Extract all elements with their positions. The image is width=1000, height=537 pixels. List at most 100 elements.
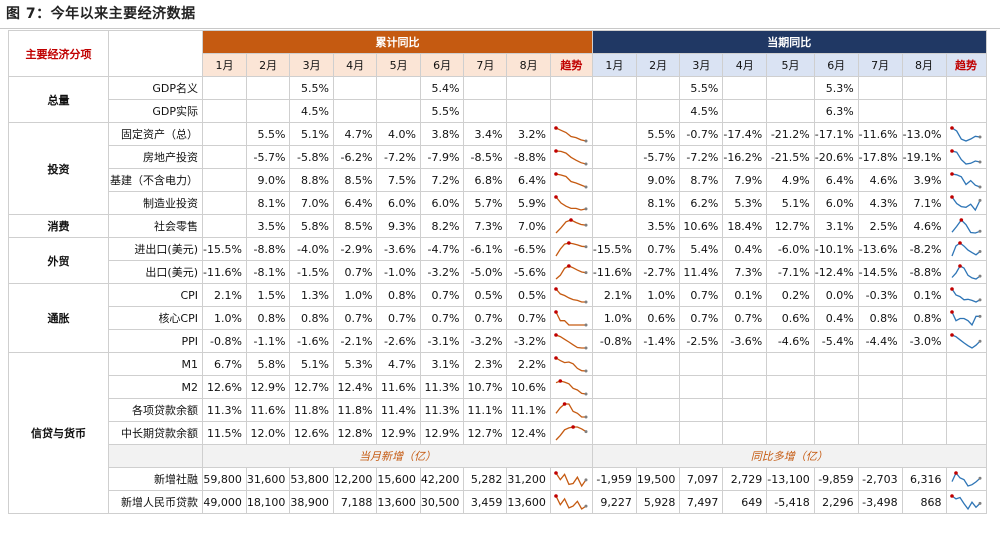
cur-value-1: 9,227 (591, 490, 637, 514)
sparkline (554, 332, 588, 349)
sparkline (555, 240, 588, 256)
cum-value-2: 5.8% (245, 352, 291, 376)
cum-value-7: 2.3% (463, 352, 508, 376)
cur-value-5: -4.6% (766, 329, 815, 353)
sparkline (554, 286, 588, 303)
sparkline-last-marker (978, 274, 982, 278)
cur-value-4: 5.3% (722, 191, 768, 215)
cum-value-3: 12.6% (289, 421, 334, 445)
cur-value-1: -11.6% (591, 260, 637, 284)
sparkline-high-marker (554, 148, 559, 153)
table-row: 各项贷款余额 11.3% 11.6% 11.8% 11.8% 11.4% 11.3% 11.1… (9, 398, 987, 422)
category-label: 投资 (8, 122, 109, 215)
trend-cumulative (549, 329, 593, 353)
cur-value-8: -8.2% (901, 237, 947, 261)
cur-value-7: -17.8% (857, 145, 903, 169)
sparkline-path (555, 402, 587, 418)
cum-value-8 (506, 76, 551, 100)
month-header-o-1: 1月 (202, 53, 247, 77)
item-label: 核心CPI (108, 306, 203, 330)
sparkline-last-marker (584, 429, 588, 433)
cur-value-4: -16.2% (722, 145, 768, 169)
sparkline (555, 424, 588, 440)
sparkline-high-marker (554, 125, 559, 130)
cum-value-1 (202, 191, 247, 215)
cur-value-2: -1.4% (635, 329, 681, 353)
sparkline-high-marker (554, 493, 559, 498)
cur-value-3: 5.5% (679, 76, 724, 100)
cur-value-8 (901, 352, 947, 376)
sparkline-path (951, 494, 981, 510)
item-label: 各项贷款余额 (108, 398, 203, 422)
cum-value-3: 12.7% (289, 375, 334, 399)
sparkline-last-marker (584, 223, 588, 227)
cum-value-8: -5.6% (506, 260, 551, 284)
cum-value-3: 8.8% (289, 168, 334, 192)
cum-value-3: -1.6% (289, 329, 334, 353)
month-header-o-3: 3月 (289, 53, 334, 77)
cur-value-1: 1.0% (591, 306, 637, 330)
sparkline-last-marker (584, 139, 588, 142)
cum-value-3: 7.0% (289, 191, 334, 215)
sparkline-last-marker (584, 300, 588, 303)
cum-value-5: 0.8% (376, 283, 421, 307)
cum-value-2 (245, 99, 291, 123)
cur-value-2: 8.1% (635, 191, 681, 215)
cum-value-1: 59,800 (202, 467, 247, 491)
trend-current (945, 490, 987, 514)
cum-value-8: 6.4% (506, 168, 551, 192)
cur-value-3: -0.7% (679, 122, 724, 146)
item-label: 社会零售 (108, 214, 203, 238)
cur-value-7 (857, 398, 903, 422)
cum-value-5: -1.0% (376, 260, 421, 284)
sparkline (553, 79, 589, 98)
cum-value-3: 5.5% (289, 76, 334, 100)
cum-value-8: 13,600 (506, 490, 551, 514)
cur-value-3: 7,497 (679, 490, 724, 514)
item-label: 新增人民币贷款 (108, 490, 203, 514)
trend-cumulative (549, 214, 593, 238)
cum-value-6: -3.2% (419, 260, 465, 284)
cum-value-6: 12.9% (419, 421, 465, 445)
sparkline (950, 493, 982, 510)
trend-header-o: 趋势 (549, 53, 593, 77)
cur-value-8: 7.1% (901, 191, 947, 215)
table-row: PPI -0.8% -1.1% -1.6% -2.1% -2.6% -3.1% -3.2% -3… (9, 329, 987, 353)
cur-value-4: 0.7% (722, 306, 768, 330)
month-header-n-7: 7月 (857, 53, 903, 77)
sparkline (949, 355, 983, 374)
table-row: 新增人民币贷款 49,000 18,100 38,900 7,188 13,600 30,5… (9, 490, 987, 514)
cum-value-5 (376, 76, 421, 100)
current-header: 当期同比 (591, 30, 987, 54)
cum-value-8: 10.6% (506, 375, 551, 399)
cur-value-3: 4.5% (679, 99, 724, 123)
table-row: 外贸 进出口(美元) -15.5% -8.8% -4.0% -2.9% -3.6% -4.7%… (8, 237, 987, 284)
cum-value-7: 3.4% (463, 122, 508, 146)
cum-value-3: 11.8% (289, 398, 334, 422)
cum-value-6: 7.2% (419, 168, 465, 192)
sparkline-path (951, 288, 981, 303)
cum-value-8: 11.1% (506, 398, 551, 422)
trend-current (945, 191, 987, 215)
table-row: 出口(美元) -11.6% -8.1% -1.5% 0.7% -1.0% -3.2% -5.0… (9, 260, 987, 284)
cum-value-4: 12.4% (332, 375, 378, 399)
cur-value-4: 649 (722, 490, 768, 514)
corner-blank (108, 30, 203, 77)
trend-current (945, 352, 987, 376)
sparkline-last-marker (978, 160, 982, 164)
sparkline-path (555, 218, 587, 233)
sparkline (555, 263, 588, 279)
cum-value-5: 6.0% (376, 191, 421, 215)
category-label: 通胀 (8, 283, 109, 353)
month-header-row: 1月 2月 3月 4月 5月 6月 7月 8月 趋势 1月 2月 3月 4月 5月 6月 7月 8月 趋势 (9, 53, 987, 77)
cur-value-7: 2.5% (857, 214, 903, 238)
cum-value-5: 12.9% (376, 421, 421, 445)
cur-value-1 (591, 214, 637, 238)
table-row: 通胀 CPI 2.1% 1.5% 1.3% 1.0% 0.8% 0.7% 0.5% 0.5% 2.1… (8, 283, 987, 353)
cur-value-8: 4.6% (901, 214, 947, 238)
cum-value-3: 5.1% (289, 122, 334, 146)
cur-value-5: 0.2% (766, 283, 815, 307)
cum-value-2: 12.9% (245, 375, 291, 399)
item-label: 制造业投资 (108, 191, 203, 215)
cur-value-2: -2.7% (635, 260, 681, 284)
